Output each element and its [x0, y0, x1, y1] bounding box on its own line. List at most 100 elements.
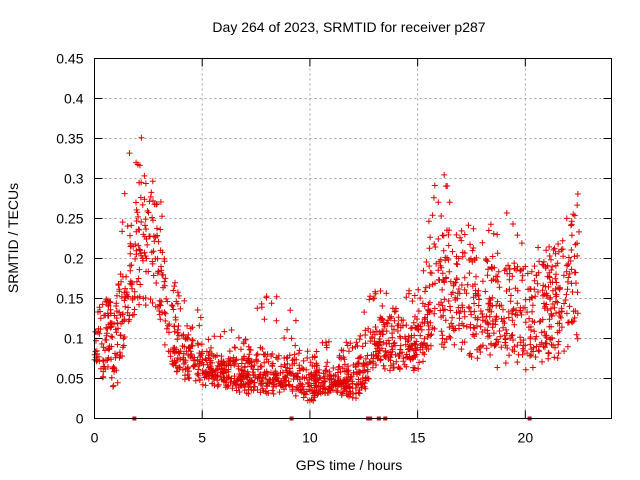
data-point: [471, 256, 478, 263]
data-point: [322, 339, 329, 346]
data-point: [387, 349, 394, 356]
data-point: [170, 345, 177, 351]
data-point: [388, 313, 395, 320]
data-point: [545, 355, 552, 362]
data-point: [196, 377, 203, 384]
data-point: [136, 226, 143, 233]
data-point: [421, 335, 428, 342]
data-point: [507, 298, 514, 305]
data-point: [107, 299, 114, 306]
data-point: [192, 377, 199, 384]
data-point: [396, 366, 403, 373]
data-point: [337, 368, 344, 375]
data-point: [389, 305, 396, 312]
data-point: [238, 378, 245, 385]
data-point: [426, 245, 433, 252]
data-point: [517, 307, 524, 314]
data-point: [546, 243, 553, 250]
data-point: [173, 368, 180, 375]
data-point: [525, 286, 532, 293]
data-point: [132, 241, 139, 248]
data-point: [239, 356, 246, 363]
data-point: [347, 340, 354, 347]
data-point: [183, 348, 190, 355]
data-point: [570, 211, 577, 218]
data-point: [495, 268, 502, 275]
data-point: [486, 295, 493, 302]
data-point: [463, 323, 470, 330]
data-point: [524, 350, 531, 357]
data-point: [108, 323, 115, 330]
data-point: [189, 337, 196, 344]
data-point: [362, 385, 369, 392]
data-point: [452, 325, 459, 332]
data-point: [461, 274, 468, 281]
data-point: [419, 300, 426, 307]
data-point: [251, 362, 258, 369]
data-point: [560, 272, 567, 279]
data-point: [184, 335, 191, 342]
data-point: [519, 277, 526, 284]
data-point: [270, 390, 277, 397]
data-point: [391, 317, 398, 324]
y-tick-label: 0.05: [56, 371, 83, 387]
data-point: [99, 301, 106, 308]
data-point: [470, 324, 477, 331]
data-point: [447, 334, 454, 341]
data-point: [119, 228, 126, 235]
data-point: [131, 311, 138, 318]
data-point: [380, 331, 386, 338]
data-point: [476, 345, 483, 351]
data-point: [369, 364, 376, 371]
data-point: [143, 255, 150, 262]
data-point: [394, 328, 401, 334]
data-point: [574, 310, 581, 317]
data-point: [391, 308, 398, 315]
data-point: [533, 333, 540, 340]
data-point: [540, 262, 547, 269]
data-point: [563, 268, 570, 275]
data-point: [177, 356, 184, 363]
data-point: [431, 305, 438, 312]
data-point: [466, 270, 473, 277]
data-point: [370, 295, 377, 302]
data-point: [496, 328, 503, 334]
data-point: [109, 334, 116, 341]
data-point: [491, 342, 498, 349]
data-point: [323, 363, 330, 370]
data-point: [276, 389, 283, 396]
data-point: [152, 255, 159, 262]
data-point: [387, 367, 393, 374]
data-point: [299, 383, 306, 390]
data-point: [165, 322, 171, 329]
data-point: [207, 357, 214, 364]
data-point: [164, 298, 171, 305]
data-point: [538, 329, 545, 336]
data-point: [488, 277, 495, 284]
data-point: [511, 260, 518, 267]
data-point: [136, 301, 143, 308]
data-point: [450, 282, 457, 289]
data-point: [377, 356, 384, 363]
data-point: [532, 293, 539, 300]
data-point: [364, 360, 371, 367]
data-point: [219, 361, 226, 368]
data-point: [490, 330, 497, 337]
data-point: [349, 344, 356, 351]
data-point: [364, 352, 371, 359]
data-point: [263, 293, 270, 300]
data-point: [332, 372, 339, 378]
data-point: [515, 351, 522, 358]
data-point: [304, 355, 311, 361]
data-point: [126, 150, 133, 157]
data-point: [127, 250, 134, 257]
data-point: [389, 330, 396, 337]
data-point: [171, 357, 178, 364]
data-point: [336, 363, 343, 370]
data-point: [570, 308, 577, 315]
data-point: [157, 247, 164, 254]
data-point: [423, 346, 430, 352]
data-point: [202, 382, 209, 389]
data-point: [500, 324, 507, 331]
data-point: [415, 365, 422, 372]
